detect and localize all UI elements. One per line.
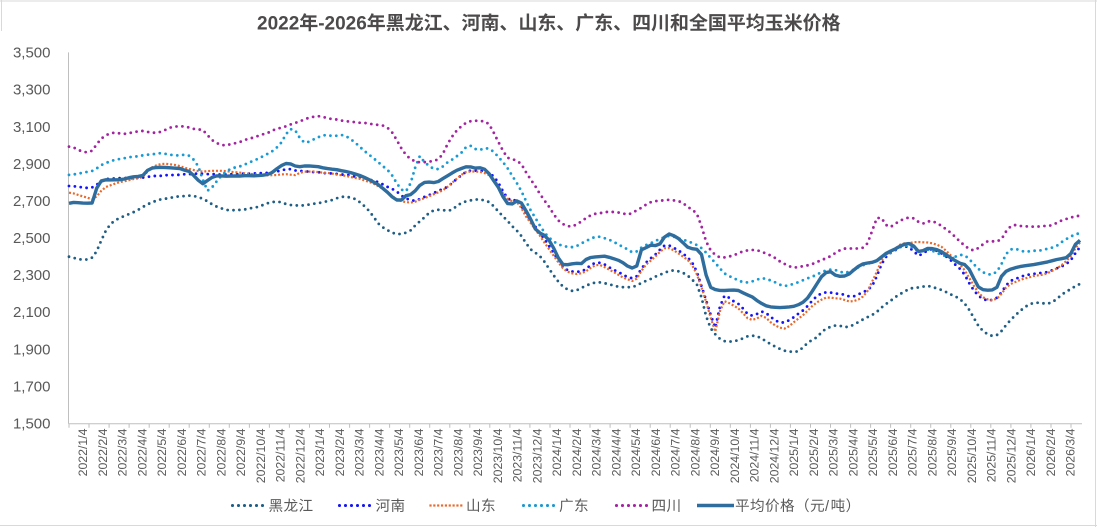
svg-text:2,500: 2,500 xyxy=(13,230,51,247)
svg-text:2022/6/4: 2022/6/4 xyxy=(175,428,189,476)
svg-text:2023/11/4: 2023/11/4 xyxy=(511,428,525,482)
svg-text:2023/3/4: 2023/3/4 xyxy=(353,428,367,476)
svg-text:2025/12/4: 2025/12/4 xyxy=(1004,428,1018,483)
svg-text:2025/4/4: 2025/4/4 xyxy=(846,428,860,476)
svg-text:2022/12/4: 2022/12/4 xyxy=(293,428,307,483)
svg-text:2025/11/4: 2025/11/4 xyxy=(985,428,999,482)
svg-text:2025/2/4: 2025/2/4 xyxy=(807,428,821,476)
svg-text:2024/12/4: 2024/12/4 xyxy=(767,428,781,483)
svg-text:2,100: 2,100 xyxy=(13,304,51,321)
svg-text:3,500: 3,500 xyxy=(13,45,51,62)
svg-text:2024/7/4: 2024/7/4 xyxy=(669,428,683,476)
svg-text:2026/2/4: 2026/2/4 xyxy=(1044,428,1058,476)
svg-text:2022/8/4: 2022/8/4 xyxy=(214,428,228,476)
svg-text:2023/1/4: 2023/1/4 xyxy=(313,428,327,476)
svg-text:2022/11/4: 2022/11/4 xyxy=(274,428,288,482)
svg-text:2025/10/4: 2025/10/4 xyxy=(965,428,979,483)
svg-text:/: / xyxy=(825,499,830,515)
svg-text:2023/7/4: 2023/7/4 xyxy=(432,428,446,476)
svg-text:2025/8/4: 2025/8/4 xyxy=(925,428,939,476)
svg-text:2023/10/4: 2023/10/4 xyxy=(491,428,505,483)
svg-text:2022/3/4: 2022/3/4 xyxy=(116,428,130,476)
svg-text:2,700: 2,700 xyxy=(13,193,51,210)
svg-text:2022/10/4: 2022/10/4 xyxy=(254,428,268,483)
svg-text:3,300: 3,300 xyxy=(13,82,51,99)
svg-text:2026/3/4: 2026/3/4 xyxy=(1064,428,1078,476)
svg-text:2022/1/4: 2022/1/4 xyxy=(76,428,90,476)
svg-text:2,300: 2,300 xyxy=(13,267,51,284)
svg-text:2024/6/4: 2024/6/4 xyxy=(649,428,663,476)
svg-text:2023/4/4: 2023/4/4 xyxy=(372,428,386,476)
svg-text:2025/5/4: 2025/5/4 xyxy=(866,428,880,476)
svg-text:2024/1/4: 2024/1/4 xyxy=(550,428,564,476)
svg-text:2022: 2022 xyxy=(257,14,299,35)
svg-text:2024/10/4: 2024/10/4 xyxy=(728,428,742,483)
svg-text:2025/9/4: 2025/9/4 xyxy=(945,428,959,476)
svg-text:2022/2/4: 2022/2/4 xyxy=(96,428,110,476)
svg-text:2023/9/4: 2023/9/4 xyxy=(471,428,485,476)
svg-text:2024/11/4: 2024/11/4 xyxy=(748,428,762,482)
svg-text:2024/9/4: 2024/9/4 xyxy=(708,428,722,476)
svg-text:2024/8/4: 2024/8/4 xyxy=(688,428,702,476)
svg-text:2022/5/4: 2022/5/4 xyxy=(155,428,169,476)
svg-text:2024/4/4: 2024/4/4 xyxy=(609,428,623,476)
svg-text:2025/3/4: 2025/3/4 xyxy=(827,428,841,476)
svg-text:2023/5/4: 2023/5/4 xyxy=(392,428,406,476)
svg-text:2024/3/4: 2024/3/4 xyxy=(590,428,604,476)
svg-text:2022/7/4: 2022/7/4 xyxy=(195,428,209,476)
svg-text:2022/4/4: 2022/4/4 xyxy=(135,428,149,476)
svg-text:1,500: 1,500 xyxy=(13,416,51,433)
svg-text:2023/12/4: 2023/12/4 xyxy=(530,428,544,483)
svg-text:2024/2/4: 2024/2/4 xyxy=(570,428,584,476)
svg-text:2023/2/4: 2023/2/4 xyxy=(333,428,347,476)
svg-text:2025/1/4: 2025/1/4 xyxy=(787,428,801,476)
svg-text:1,700: 1,700 xyxy=(13,378,51,395)
svg-text:-2026: -2026 xyxy=(318,14,367,35)
svg-text:2026/1/4: 2026/1/4 xyxy=(1024,428,1038,476)
svg-text:3,100: 3,100 xyxy=(13,119,51,136)
svg-text:2,900: 2,900 xyxy=(13,156,51,173)
svg-text:2023/8/4: 2023/8/4 xyxy=(451,428,465,476)
svg-text:2025/6/4: 2025/6/4 xyxy=(886,428,900,476)
svg-text:2022/9/4: 2022/9/4 xyxy=(234,428,248,476)
svg-text:2025/7/4: 2025/7/4 xyxy=(906,428,920,476)
svg-text:2023/6/4: 2023/6/4 xyxy=(412,428,426,476)
svg-text:2024/5/4: 2024/5/4 xyxy=(629,428,643,476)
svg-text:1,900: 1,900 xyxy=(13,341,51,358)
